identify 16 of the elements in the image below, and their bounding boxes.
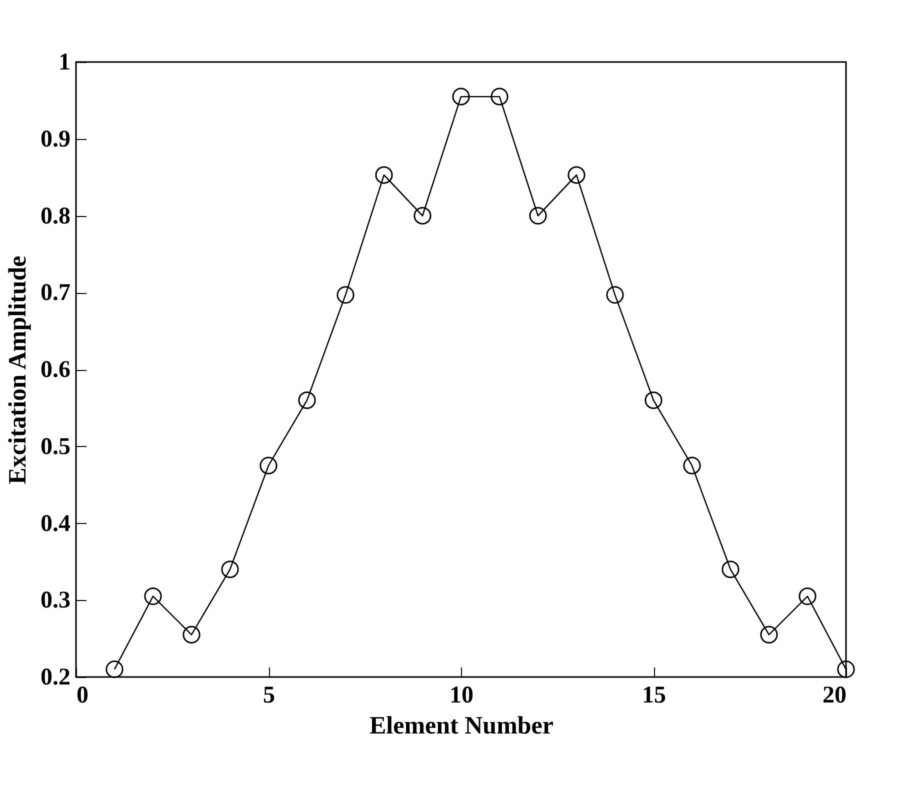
y-tick-label: 0.6: [40, 357, 70, 383]
x-axis-title: Element Number: [370, 712, 554, 740]
y-tick-label: 0.7: [40, 280, 70, 306]
y-tick-label: 0.9: [40, 126, 70, 152]
x-tick-label: 0: [76, 682, 88, 708]
x-tick-label: 10: [450, 682, 474, 708]
x-tick-label: 20: [822, 682, 846, 708]
y-tick-label: 0.8: [40, 203, 70, 230]
y-tick-label: 0.4: [40, 510, 70, 537]
y-tick-label: 0.5: [40, 434, 70, 460]
y-tick-label: 1: [58, 50, 70, 76]
y-axis-title: Excitation Amplitude: [4, 256, 32, 484]
x-tick-label: 15: [642, 682, 666, 708]
y-tick-label: 0.3: [40, 588, 70, 614]
y-tick-label: 0.2: [40, 664, 70, 690]
x-tick-label: 5: [263, 682, 275, 708]
